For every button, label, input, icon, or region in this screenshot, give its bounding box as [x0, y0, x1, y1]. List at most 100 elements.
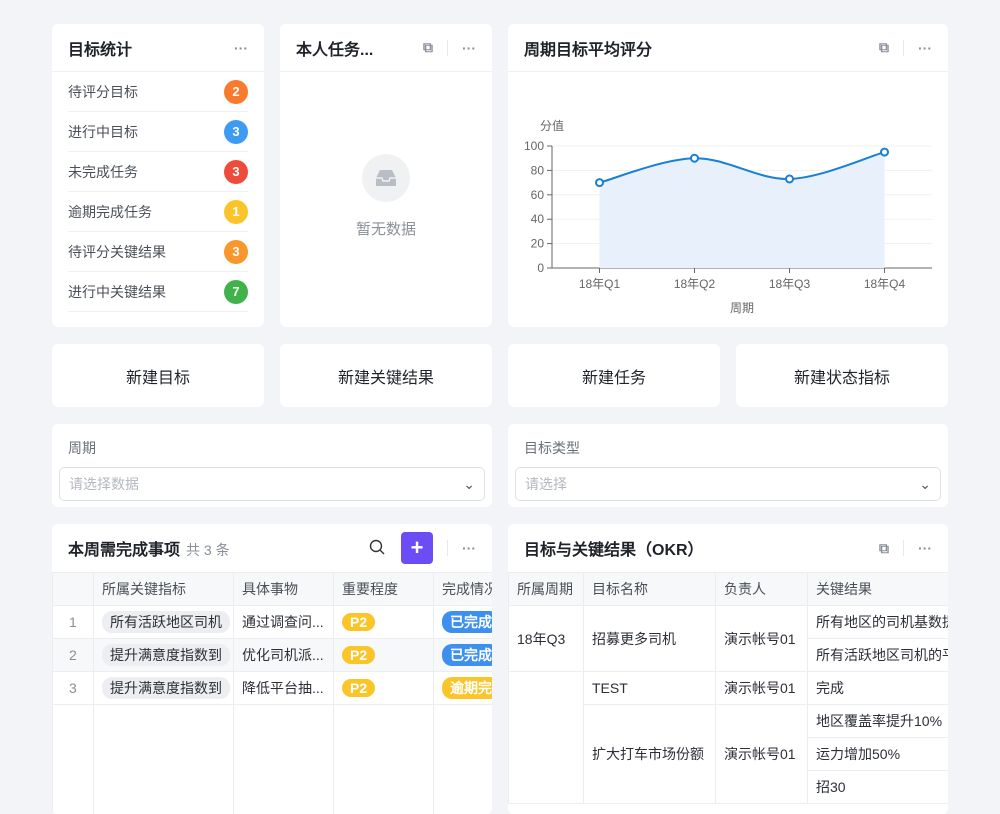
- select-placeholder: 请选择数据: [69, 476, 139, 492]
- okr-card: 目标与关键结果（OKR） ⧉ ··· 所属周期 目标名称 负责人 关键结果 18年Q3 招募…: [508, 524, 948, 814]
- column-header[interactable]: 负责人: [715, 572, 808, 606]
- stat-label: 进行中关键结果: [68, 283, 166, 300]
- table-header: 所属关键指标具体事物重要程度完成情况: [52, 572, 492, 606]
- more-icon[interactable]: ···: [234, 39, 248, 56]
- key-result: 招30: [807, 770, 948, 804]
- stat-item[interactable]: 进行中关键结果 7: [68, 272, 248, 312]
- card-title: 周期目标平均评分: [524, 41, 653, 59]
- item-text: 降低平台抽...: [233, 671, 334, 705]
- stat-label: 未完成任务: [68, 163, 138, 180]
- data-point: [785, 174, 794, 184]
- status-badge: 已完成: [442, 644, 492, 666]
- table-row[interactable]: TEST 演示帐号01 完成: [508, 671, 948, 804]
- row-index: 3: [52, 671, 94, 705]
- column-header[interactable]: 关键结果: [807, 572, 948, 606]
- my-tasks-card: 本人任务... ⧉ ··· 暂无数据: [280, 24, 492, 327]
- empty-text: 暂无数据: [355, 221, 416, 238]
- row-index: 2: [52, 638, 94, 672]
- table-row[interactable]: 18年Q3招募更多司机演示帐号01所有地区的司机基数提升: [508, 605, 948, 672]
- new-key-result-button[interactable]: 新建关键结果: [280, 344, 492, 407]
- column-header[interactable]: 目标名称: [583, 572, 716, 606]
- row-index: 1: [52, 605, 94, 639]
- x-tick-label: 18年Q3: [769, 277, 811, 291]
- stat-item[interactable]: 待评分目标 2: [68, 72, 248, 112]
- divider: [447, 39, 448, 56]
- new-status-metric-button[interactable]: 新建状态指标: [736, 344, 948, 407]
- count-badge: 2: [224, 79, 248, 104]
- table-row[interactable]: 所有活跃地区司机的平: [509, 638, 948, 672]
- status-badge: 已完成: [442, 611, 492, 633]
- external-link-icon[interactable]: ⧉: [879, 539, 889, 556]
- key-result: 所有活跃地区司机的平: [807, 638, 948, 672]
- stat-item[interactable]: 待评分关键结果 3: [68, 232, 248, 272]
- select-placeholder: 请选择: [525, 476, 567, 492]
- goal-type-select[interactable]: 请选择 ⌄: [515, 467, 941, 501]
- column-header[interactable]: 具体事物: [233, 572, 334, 606]
- count-badge: 3: [224, 239, 248, 264]
- count-badge: 1: [224, 199, 248, 224]
- column-header[interactable]: [52, 572, 94, 606]
- goal-name: 扩大打车市场份额: [583, 704, 716, 804]
- goal-type-filter-card: 目标类型 请选择 ⌄: [508, 424, 948, 507]
- more-icon[interactable]: ···: [462, 39, 476, 56]
- y-tick-label: 60: [531, 188, 545, 202]
- y-tick-label: 0: [537, 261, 544, 275]
- search-icon[interactable]: [369, 539, 385, 558]
- status-badge: 逾期完成: [442, 677, 492, 699]
- card-title: 目标统计: [68, 41, 133, 59]
- y-tick-label: 20: [531, 237, 545, 251]
- external-link-icon[interactable]: ⧉: [423, 39, 433, 55]
- count-badge: 3: [224, 159, 248, 184]
- stat-label: 待评分目标: [68, 83, 138, 100]
- area-fill: [599, 152, 885, 268]
- stat-item[interactable]: 逾期完成任务 1: [68, 192, 248, 232]
- stat-label: 逾期完成任务: [68, 203, 152, 220]
- table-row[interactable]: 1 所有活跃地区司机 通过调查问... P2 已完成: [52, 605, 492, 639]
- key-result: 完成: [807, 671, 948, 705]
- table-row[interactable]: 运力增加50%: [509, 737, 948, 771]
- card-title: 本周需完成事项: [68, 542, 181, 559]
- external-link-icon[interactable]: ⧉: [879, 39, 889, 55]
- period-cell: 18年Q3: [508, 605, 584, 672]
- y-tick-label: 100: [524, 139, 544, 153]
- add-button[interactable]: +: [401, 532, 433, 564]
- column-header[interactable]: 所属关键指标: [93, 572, 234, 606]
- empty-state: 暂无数据: [280, 154, 492, 239]
- column-header[interactable]: 完成情况: [433, 572, 492, 606]
- x-tick-label: 18年Q1: [579, 277, 621, 291]
- data-point: [880, 147, 889, 157]
- divider: [447, 540, 448, 556]
- goal-name: 招募更多司机: [583, 605, 716, 672]
- owner: 演示帐号01: [715, 704, 808, 804]
- stat-item[interactable]: 进行中目标 3: [68, 112, 248, 152]
- more-icon[interactable]: ···: [462, 540, 476, 556]
- new-task-button[interactable]: 新建任务: [508, 344, 720, 407]
- key-result-tag: 所有活跃地区司机: [102, 611, 230, 633]
- chevron-down-icon: ⌄: [463, 475, 475, 492]
- data-point: [595, 178, 604, 188]
- new-goal-button[interactable]: 新建目标: [52, 344, 264, 407]
- key-result: 所有地区的司机基数提升: [807, 605, 948, 639]
- stat-item[interactable]: 未完成任务 3: [68, 152, 248, 192]
- goal-stats-card: 目标统计 ··· 待评分目标 2 进行中目标 3 未完成任务 3 逾期完成任务 1 待评分关键结果…: [52, 24, 264, 327]
- more-icon[interactable]: ···: [918, 39, 932, 56]
- period-cell-empty: [508, 671, 584, 804]
- column-header[interactable]: 重要程度: [333, 572, 434, 606]
- priority-badge: P2: [342, 613, 376, 631]
- period-select[interactable]: 请选择数据 ⌄: [59, 467, 485, 501]
- x-tick-label: 18年Q4: [864, 277, 906, 291]
- table-row[interactable]: 2 提升满意度指数到 优化司机派... P2 已完成: [52, 638, 492, 672]
- item-text: 优化司机派...: [233, 638, 334, 672]
- column-header[interactable]: 所属周期: [508, 572, 584, 606]
- more-icon[interactable]: ···: [918, 540, 932, 556]
- y-tick-label: 80: [531, 163, 545, 177]
- chevron-down-icon: ⌄: [919, 475, 931, 492]
- key-result-tag: 提升满意度指数到: [102, 644, 230, 666]
- key-result-tag: 提升满意度指数到: [102, 677, 230, 699]
- avg-score-card: 周期目标平均评分 ⧉ ··· 0 20 40 60 80 100 18年Q1 18年Q2 18年Q…: [508, 24, 948, 327]
- data-point: [690, 153, 699, 163]
- count-badge: 3: [224, 119, 248, 144]
